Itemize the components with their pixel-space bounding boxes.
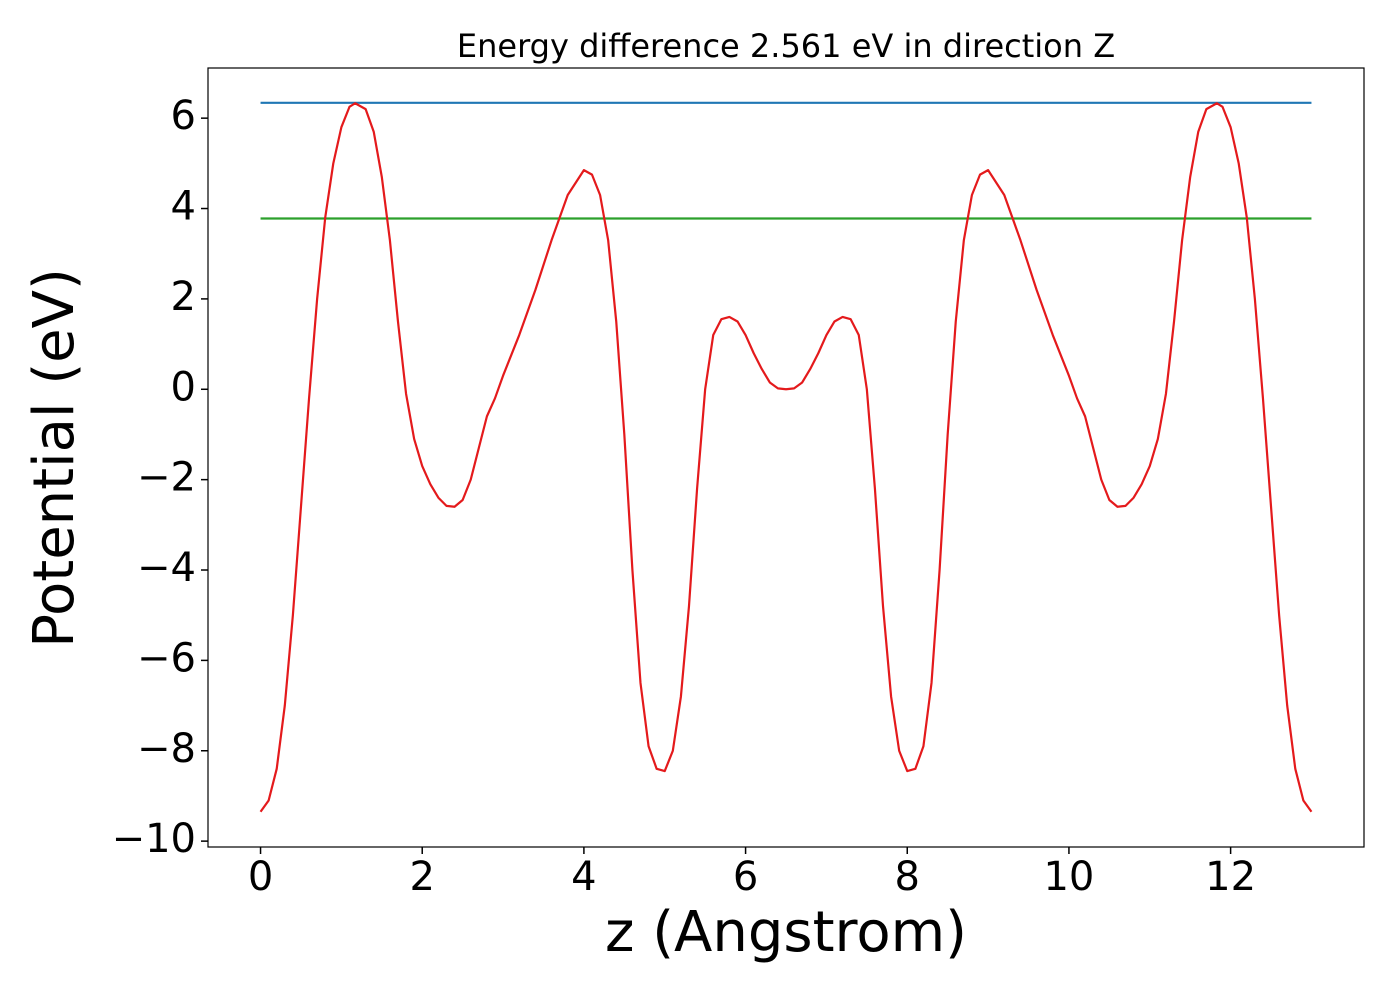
y-tick-label: −2 bbox=[137, 455, 196, 501]
x-tick-label: 12 bbox=[1205, 854, 1256, 900]
x-tick-label: 6 bbox=[733, 854, 758, 900]
plot-frame bbox=[207, 67, 1365, 848]
x-tick-label: 8 bbox=[895, 854, 920, 900]
series-line bbox=[259, 102, 1313, 813]
x-tick-label: 10 bbox=[1043, 854, 1094, 900]
chart-title: Energy difference 2.561 eV in direction … bbox=[457, 27, 1115, 65]
y-axis-label: Potential (eV) bbox=[22, 268, 87, 648]
y-tick-label: 4 bbox=[171, 184, 196, 230]
x-tick-label: 4 bbox=[571, 854, 596, 900]
y-tick-label: −6 bbox=[137, 635, 196, 681]
y-tick-label: −10 bbox=[112, 816, 196, 862]
y-tick-label: 0 bbox=[171, 364, 196, 410]
x-tick-label: 2 bbox=[409, 854, 434, 900]
y-tick-label: 2 bbox=[171, 274, 196, 320]
y-tick-label: −4 bbox=[137, 545, 196, 591]
x-axis-label: z (Angstrom) bbox=[605, 900, 967, 965]
y-tick-label: −8 bbox=[137, 726, 196, 772]
x-tick-label: 0 bbox=[248, 854, 273, 900]
y-tick-label: 6 bbox=[171, 93, 196, 139]
